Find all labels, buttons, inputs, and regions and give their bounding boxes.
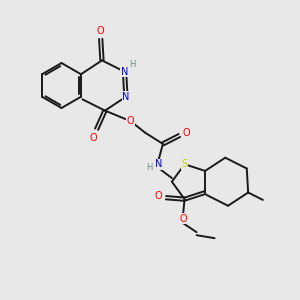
Text: O: O	[127, 116, 135, 126]
Text: O: O	[155, 191, 162, 201]
Text: N: N	[121, 67, 128, 76]
Text: S: S	[182, 159, 188, 169]
Text: H: H	[129, 60, 136, 69]
Text: N: N	[155, 159, 162, 169]
Text: O: O	[182, 128, 190, 137]
Text: O: O	[179, 214, 187, 224]
Text: O: O	[89, 133, 97, 142]
Text: H: H	[146, 164, 153, 172]
Text: N: N	[122, 92, 130, 102]
Text: O: O	[96, 26, 104, 36]
